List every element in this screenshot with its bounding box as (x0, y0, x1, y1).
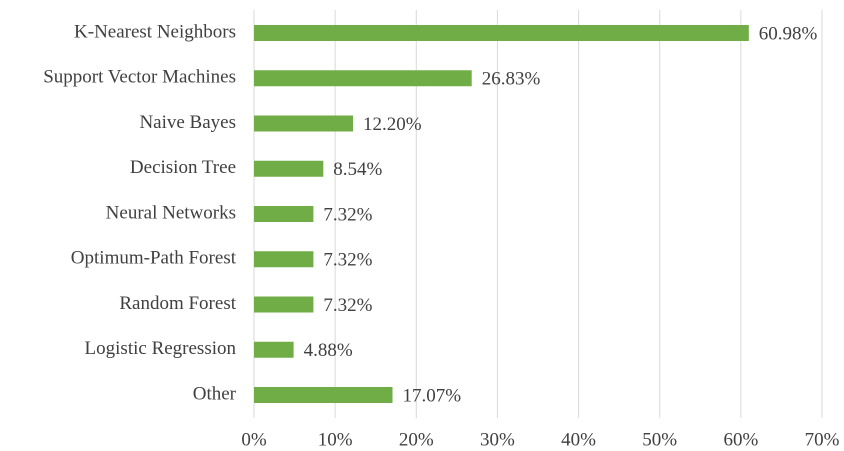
data-label: 7.32% (323, 250, 372, 271)
data-label: 12.20% (363, 114, 422, 135)
data-label: 17.07% (403, 385, 462, 406)
bar (254, 115, 353, 132)
y-tick-label: Decision Tree (130, 157, 236, 178)
bar (254, 70, 472, 87)
y-tick-label: Random Forest (119, 293, 236, 314)
x-tick-label: 10% (318, 429, 353, 450)
bar (254, 25, 749, 41)
y-tick-label: K-Nearest Neighbors (74, 21, 236, 42)
y-tick-label: Other (193, 383, 237, 404)
y-tick-label: Neural Networks (106, 202, 236, 223)
x-tick-label: 20% (399, 429, 434, 450)
data-label: 7.32% (323, 295, 372, 316)
bar (254, 387, 393, 403)
x-tick-label: 40% (561, 429, 596, 450)
x-tick-label: 60% (723, 429, 758, 450)
bar (254, 160, 324, 177)
data-label: 60.98% (759, 23, 818, 44)
y-tick-label: Support Vector Machines (43, 67, 236, 88)
bar (254, 206, 314, 222)
y-tick-label: Optimum-Path Forest (71, 248, 237, 269)
y-tick-label: Logistic Regression (85, 338, 237, 359)
y-tick-label: Naive Bayes (139, 112, 236, 133)
bar (254, 251, 314, 268)
x-tick-label: 50% (642, 429, 677, 450)
data-label: 4.88% (304, 340, 353, 361)
x-tick-label: 70% (805, 429, 840, 450)
data-label: 7.32% (323, 204, 372, 225)
x-tick-label: 0% (241, 429, 267, 450)
bar (254, 296, 314, 313)
data-label: 26.83% (482, 69, 541, 90)
x-tick-label: 30% (480, 429, 515, 450)
bar (254, 341, 294, 358)
data-label: 8.54% (333, 159, 382, 180)
